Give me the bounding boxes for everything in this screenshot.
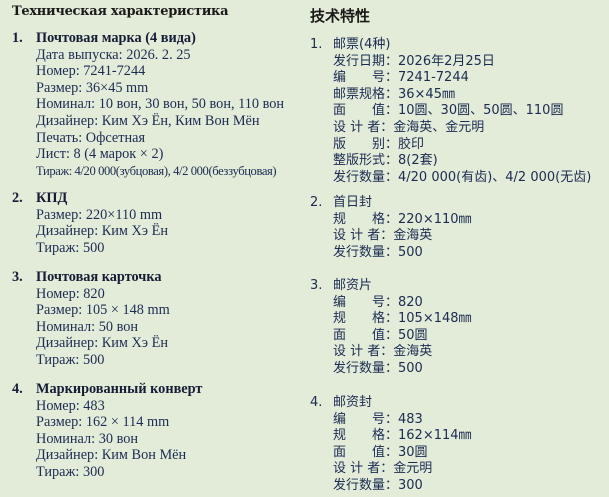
spec-line: 整版形式：8(2套) bbox=[333, 153, 438, 169]
spec-line: Печать: Офсетная bbox=[36, 129, 146, 146]
ru-section-1: 1. Почтовая марка (4 вида) Дата выпуска: 2… bbox=[12, 30, 284, 179]
spec-line: Размер: 36×45 mm bbox=[36, 79, 149, 96]
spec-line: 规 格：162×114㎜ bbox=[333, 428, 472, 444]
spec-line: Размер: 162 × 114 mm bbox=[36, 414, 170, 431]
section-number: 4. bbox=[310, 395, 323, 410]
section-title-chinese: 技术特性 bbox=[310, 7, 371, 25]
spec-line: 设 计 者：金海英、金元明 bbox=[333, 119, 485, 135]
section-heading-text: КПД bbox=[36, 190, 68, 206]
spec-line: 发行数量：4/20 000(有齿)、4/2 000(无齿) bbox=[333, 169, 592, 185]
spec-line: Тираж: 4/20 000(зубцовая), 4/2 000(беззу… bbox=[36, 163, 277, 178]
section-heading-text: 邮资封 bbox=[333, 395, 373, 410]
spec-line: 面 值：50圆 bbox=[333, 327, 428, 343]
spec-line: Номинал: 10 вон, 30 вон, 50 вон, 110 вон bbox=[36, 96, 285, 113]
spec-line: 发行数量：300 bbox=[333, 477, 423, 493]
section-number: 2. bbox=[310, 195, 323, 210]
section-heading: 2. 首日封 bbox=[310, 195, 472, 212]
spec-line: 编 号：820 bbox=[333, 294, 423, 310]
spec-line: 编 号：483 bbox=[333, 411, 423, 427]
spec-line: Номер: 7241-7244 bbox=[36, 63, 146, 80]
spec-line: 设 计 者：金元明 bbox=[333, 461, 433, 477]
section-heading: 4. 邮资封 bbox=[310, 395, 472, 412]
spec-line: 发行数量：500 bbox=[333, 360, 423, 376]
spec-line: Тираж: 300 bbox=[36, 463, 105, 480]
section-heading-text: Почтовая карточка bbox=[36, 269, 162, 285]
spec-line: Номинал: 30 вон bbox=[36, 430, 139, 447]
section-number: 2. bbox=[12, 190, 23, 206]
spec-line: 面 值：10圆、30圆、50圆、110圆 bbox=[333, 103, 564, 119]
spec-line: Размер: 220×110 mm bbox=[36, 206, 163, 223]
section-heading: 3. Почтовая карточка bbox=[12, 269, 170, 286]
spec-line: 设 计 者：金海英 bbox=[333, 228, 433, 244]
spec-line: Лист: 8 (4 марок × 2) bbox=[36, 146, 164, 163]
ru-section-3: 3. Почтовая карточка Номер: 820 Размер: 105… bbox=[12, 269, 170, 369]
section-heading: 1. 邮票(4种) bbox=[310, 37, 591, 54]
spec-line: 发行日期：2026年2月25日 bbox=[333, 53, 495, 69]
spec-line: 规 格：220×110㎜ bbox=[333, 211, 472, 227]
spec-line: 版 别：胶印 bbox=[333, 136, 425, 152]
spec-line: Дизайнер: Ким Хэ Ён bbox=[36, 335, 168, 352]
spec-line: Номер: 483 bbox=[36, 397, 105, 414]
spec-line: Тираж: 500 bbox=[36, 351, 105, 368]
section-number: 1. bbox=[310, 37, 323, 52]
section-heading: 3. 邮资片 bbox=[310, 278, 472, 295]
spec-line: Дата выпуска: 2026. 2. 25 bbox=[36, 46, 191, 63]
spec-line: 面 值：30圆 bbox=[333, 444, 428, 460]
section-heading-text: 首日封 bbox=[333, 195, 373, 210]
spec-line: 编 号：7241-7244 bbox=[333, 70, 469, 86]
spec-line: Номинал: 50 вон bbox=[36, 318, 139, 335]
spec-line: Дизайнер: Ким Хэ Ён, Ким Вон Мён bbox=[36, 112, 260, 129]
section-heading-text: 邮票(4种) bbox=[333, 37, 391, 52]
spec-line: Дизайнер: Ким Хэ Ён bbox=[36, 223, 168, 240]
spec-line: 规 格：105×148㎜ bbox=[333, 311, 472, 327]
spec-line: Размер: 105 × 148 mm bbox=[36, 302, 170, 319]
section-number: 3. bbox=[310, 278, 323, 293]
section-heading: 1. Почтовая марка (4 вида) bbox=[12, 30, 284, 47]
section-heading: 4. Маркированный конверт bbox=[12, 381, 202, 398]
section-heading: 2. КПД bbox=[12, 190, 168, 207]
spec-line: 发行数量：500 bbox=[333, 244, 423, 260]
zh-section-1: 1. 邮票(4种) 发行日期：2026年2月25日编 号：7241-7244 邮票规格… bbox=[310, 37, 591, 186]
section-number: 3. bbox=[12, 269, 23, 285]
spec-line: Тираж: 500 bbox=[36, 239, 105, 256]
spec-line: Номер: 820 bbox=[36, 285, 105, 302]
section-title-russian: Техническая характеристика bbox=[12, 4, 229, 19]
section-heading-text: Маркированный конверт bbox=[36, 381, 203, 397]
ru-section-4: 4. Маркированный конверт Номер: 483 Размер:… bbox=[12, 381, 202, 481]
spec-line: 设 计 者：金海英 bbox=[333, 344, 433, 360]
spec-line: 邮票规格：36×45㎜ bbox=[333, 86, 455, 102]
section-heading-text: 邮资片 bbox=[333, 278, 373, 293]
spec-line: Дизайнер: Ким Вон Мён bbox=[36, 447, 187, 464]
section-number: 1. bbox=[12, 30, 23, 46]
ru-section-2: 2. КПД Размер: 220×110 mm Дизайнер: Ким Хэ … bbox=[12, 190, 168, 256]
section-number: 4. bbox=[12, 381, 23, 397]
section-heading-text: Почтовая марка (4 вида) bbox=[36, 30, 196, 46]
